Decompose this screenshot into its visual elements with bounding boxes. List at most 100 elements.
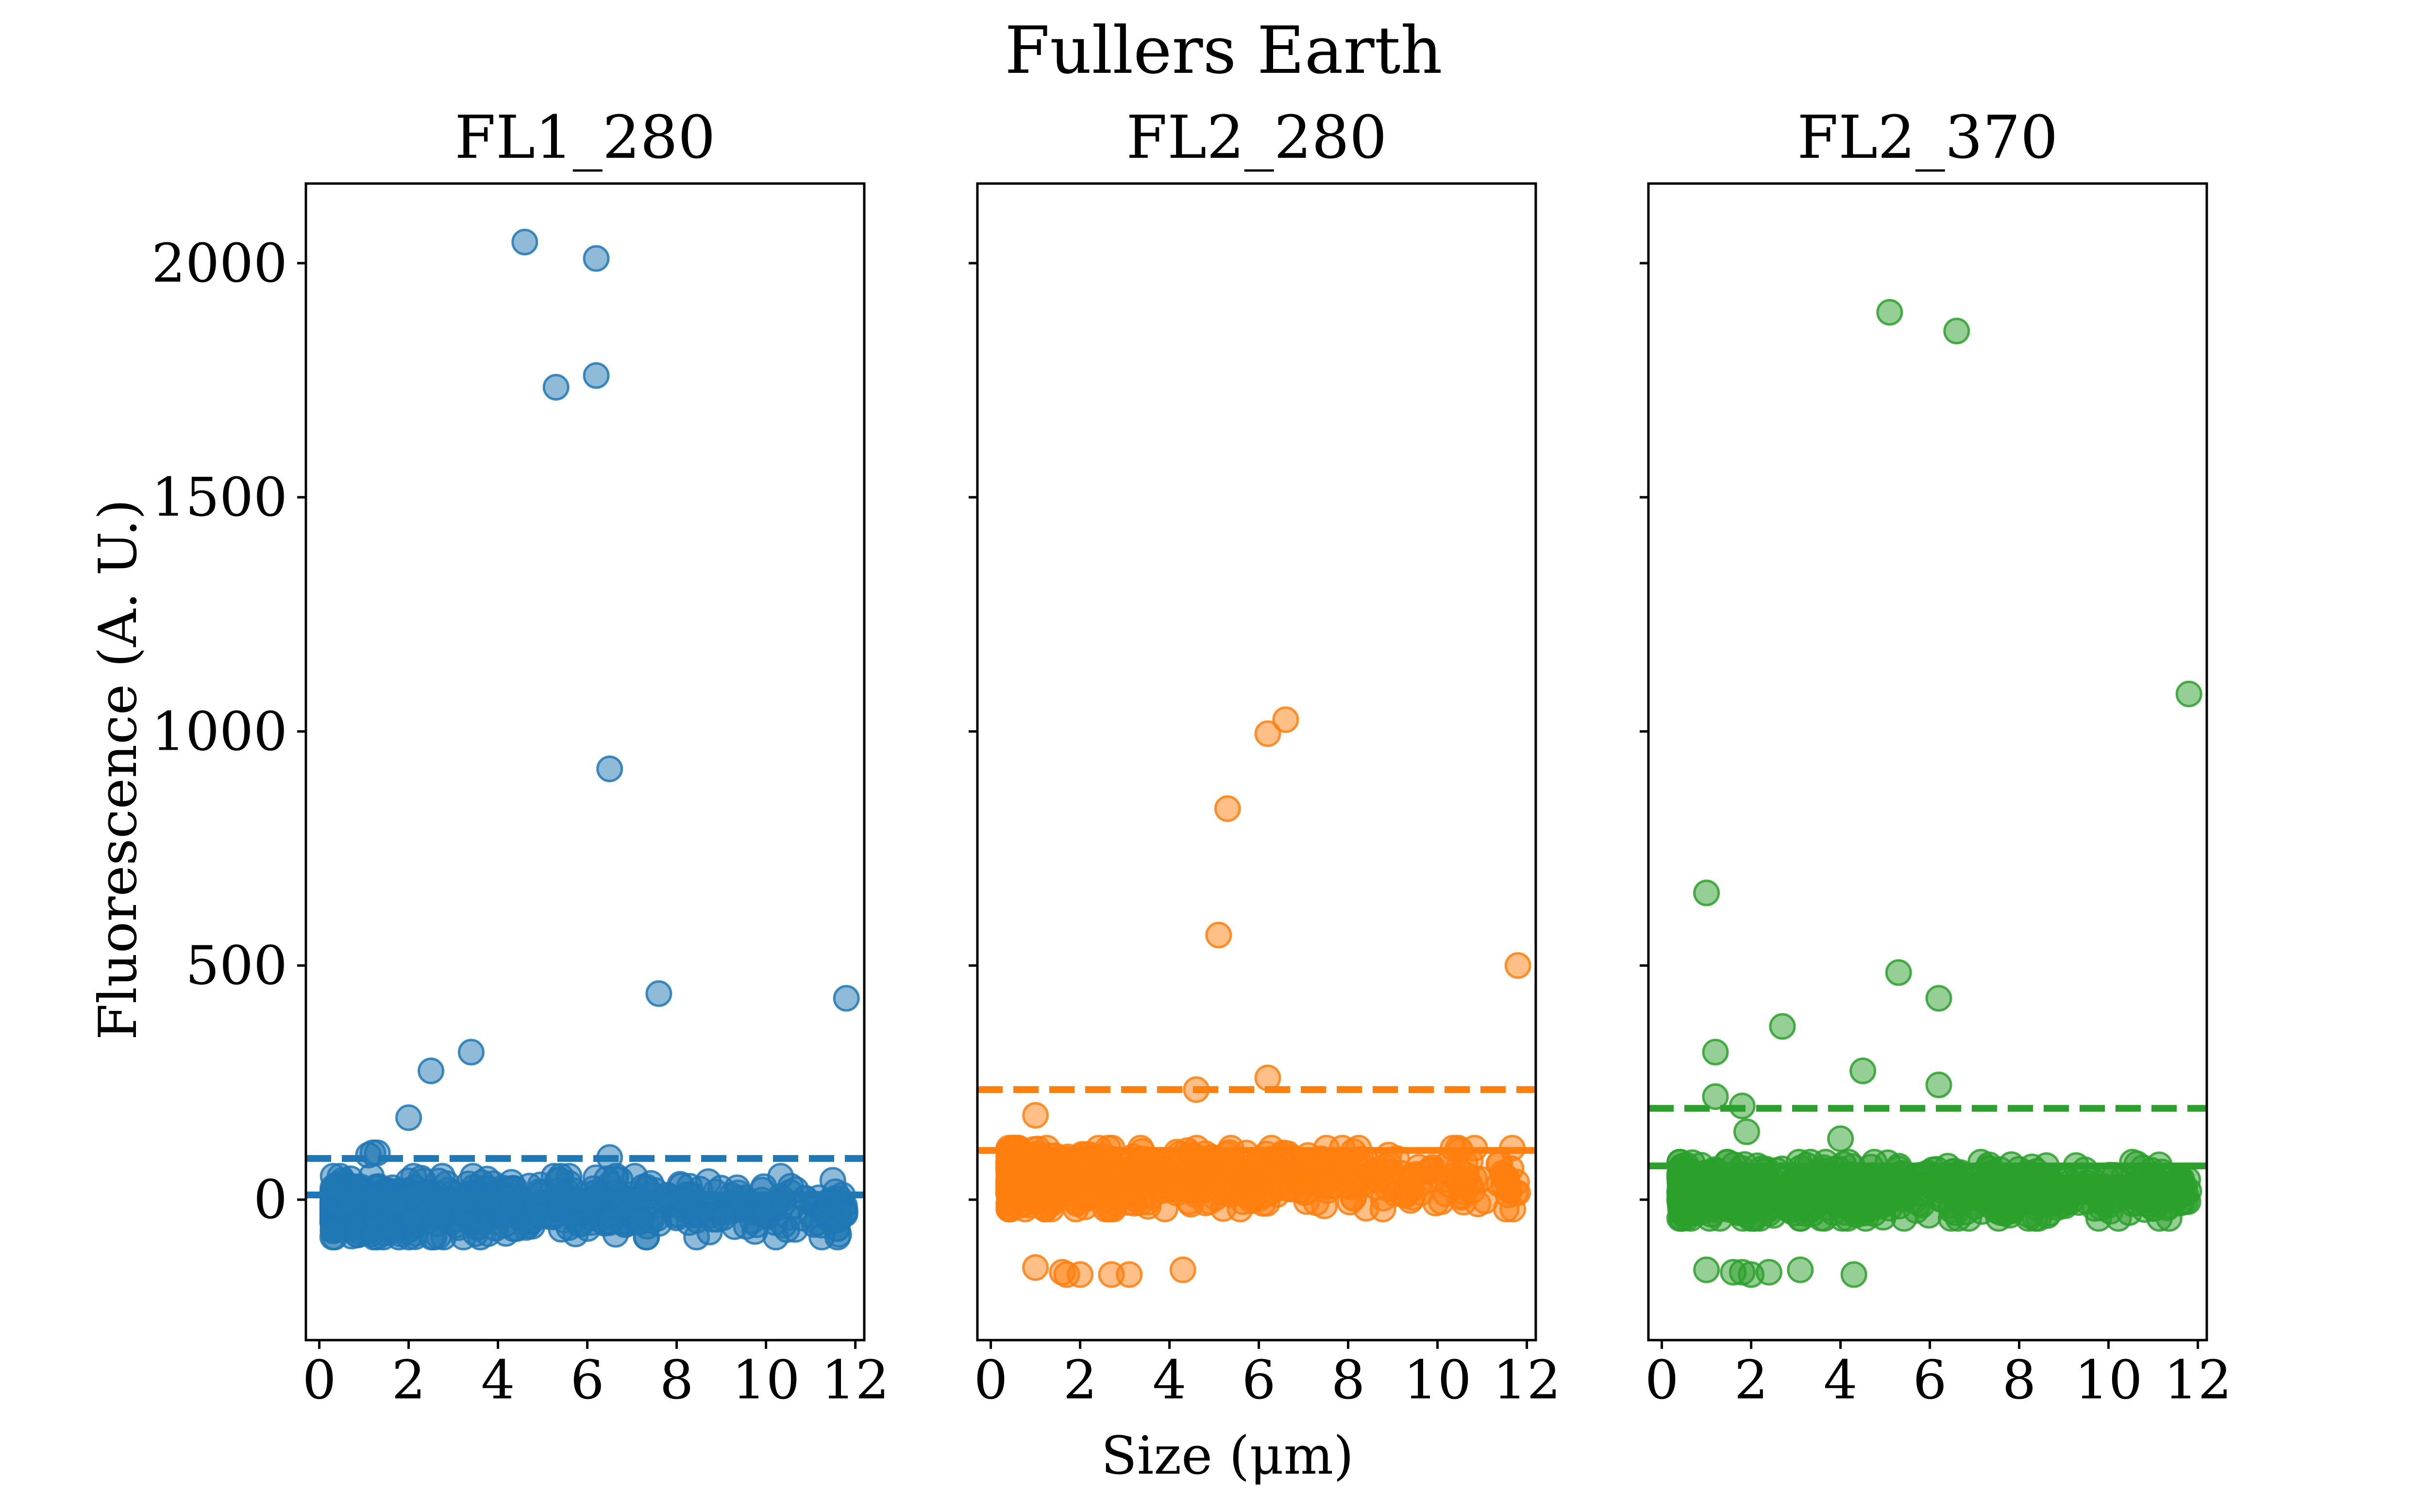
x-tick-label: 2 xyxy=(1734,1349,1768,1411)
data-point xyxy=(1169,1256,1196,1283)
x-tick-label: 0 xyxy=(302,1349,336,1411)
data-point xyxy=(1257,1177,1284,1205)
data-point xyxy=(1876,299,1903,326)
data-point xyxy=(1504,952,1531,979)
y-axis-label: Fluorescence (A. U.) xyxy=(88,499,149,1040)
panel-fl2-370: FL2_370 0 2 4 6 8 10 12 xyxy=(1640,103,2232,1411)
data-point xyxy=(1336,1189,1363,1216)
x-tick-label: 10 xyxy=(732,1349,800,1411)
x-tick-label: 6 xyxy=(571,1349,604,1411)
data-point xyxy=(1418,1156,1445,1183)
x-tick-label: 4 xyxy=(1153,1349,1187,1411)
data-point xyxy=(1493,1195,1520,1223)
panel-fl2-280: FL2_280 0 2 4 6 8 10 12 xyxy=(969,103,1561,1411)
data-point xyxy=(583,245,610,272)
data-point xyxy=(1067,1261,1094,1288)
data-point xyxy=(1060,1174,1087,1201)
data-point xyxy=(2050,1190,2077,1217)
data-point xyxy=(1000,1179,1027,1207)
data-point xyxy=(1398,1176,1425,1203)
data-point xyxy=(1943,318,1970,345)
data-point xyxy=(1095,1195,1123,1223)
data-point xyxy=(1022,1102,1049,1129)
data-point xyxy=(808,1224,836,1251)
figure-title: Fullers Earth xyxy=(1005,13,1443,88)
data-point xyxy=(1022,1254,1049,1281)
x-tick-label: 12 xyxy=(1493,1349,1561,1411)
data-point xyxy=(511,229,538,255)
data-point xyxy=(819,1167,846,1194)
data-point xyxy=(395,1104,422,1131)
reference-lines xyxy=(977,1086,1536,1154)
data-point xyxy=(1374,1175,1401,1202)
x-tick-label: 6 xyxy=(1242,1349,1276,1411)
data-point xyxy=(457,1039,485,1066)
data-point xyxy=(1702,1083,1729,1110)
x-tick-label: 12 xyxy=(822,1349,890,1411)
data-point xyxy=(319,1217,347,1244)
data-point xyxy=(2081,1173,2108,1200)
data-point xyxy=(1693,1256,1720,1283)
scatter-points xyxy=(319,229,860,1251)
data-point xyxy=(1885,959,1912,986)
data-point xyxy=(1713,1166,1740,1193)
data-point xyxy=(1840,1261,1867,1288)
data-point xyxy=(418,1224,445,1251)
data-point xyxy=(1849,1058,1877,1084)
data-point xyxy=(542,374,570,401)
y-tick-label: 1000 xyxy=(151,700,287,762)
data-point xyxy=(1827,1125,1854,1152)
y-tick-label: 0 xyxy=(253,1169,287,1231)
data-point xyxy=(831,1200,858,1227)
data-point xyxy=(596,756,623,782)
data-point xyxy=(1205,922,1232,949)
data-point xyxy=(709,1204,737,1231)
data-point xyxy=(1755,1259,1782,1286)
y-tick-label: 1500 xyxy=(151,466,287,528)
plot-frame xyxy=(976,182,1537,1342)
x-tick-label: 0 xyxy=(1645,1349,1679,1411)
scatter-points xyxy=(1666,299,2202,1288)
data-point xyxy=(597,1208,624,1235)
x-tick-label: 10 xyxy=(1404,1349,1472,1411)
plot-frame xyxy=(304,182,866,1342)
x-tick-label: 4 xyxy=(1824,1349,1858,1411)
data-point xyxy=(1494,1164,1520,1192)
data-point xyxy=(2155,1205,2183,1232)
data-point xyxy=(645,980,672,1007)
data-point xyxy=(1925,1071,1952,1098)
x-tick-label: 2 xyxy=(392,1349,426,1411)
data-point xyxy=(1116,1261,1143,1288)
axis-ticks: 0 2 4 6 8 10 12 xyxy=(969,262,1561,1411)
data-point xyxy=(1896,1180,1923,1207)
data-point xyxy=(452,1186,479,1213)
data-point xyxy=(1376,1151,1403,1178)
x-tick-label: 8 xyxy=(660,1349,694,1411)
data-point xyxy=(1345,1164,1373,1191)
data-point xyxy=(427,1201,454,1228)
data-point xyxy=(2026,1165,2053,1193)
data-point xyxy=(628,1207,655,1234)
data-point xyxy=(2166,1164,2193,1192)
x-tick-label: 12 xyxy=(2164,1349,2232,1411)
data-point xyxy=(1825,1191,1852,1218)
y-tick-label: 500 xyxy=(185,935,287,997)
data-point xyxy=(1872,1167,1899,1194)
data-point xyxy=(1863,1190,1890,1217)
data-point xyxy=(1812,1149,1839,1176)
x-tick-label: 10 xyxy=(2075,1349,2143,1411)
data-point xyxy=(2175,680,2202,707)
data-point xyxy=(1670,1168,1697,1195)
data-point xyxy=(1149,1164,1176,1192)
x-tick-label: 6 xyxy=(1913,1349,1947,1411)
data-point xyxy=(1925,985,1952,1012)
data-point xyxy=(1931,1187,1958,1214)
data-point xyxy=(1769,1013,1796,1040)
reference-lines xyxy=(1648,1105,2207,1170)
x-tick-label: 2 xyxy=(1063,1349,1097,1411)
data-point xyxy=(1702,1039,1729,1066)
data-point xyxy=(1307,1149,1334,1176)
